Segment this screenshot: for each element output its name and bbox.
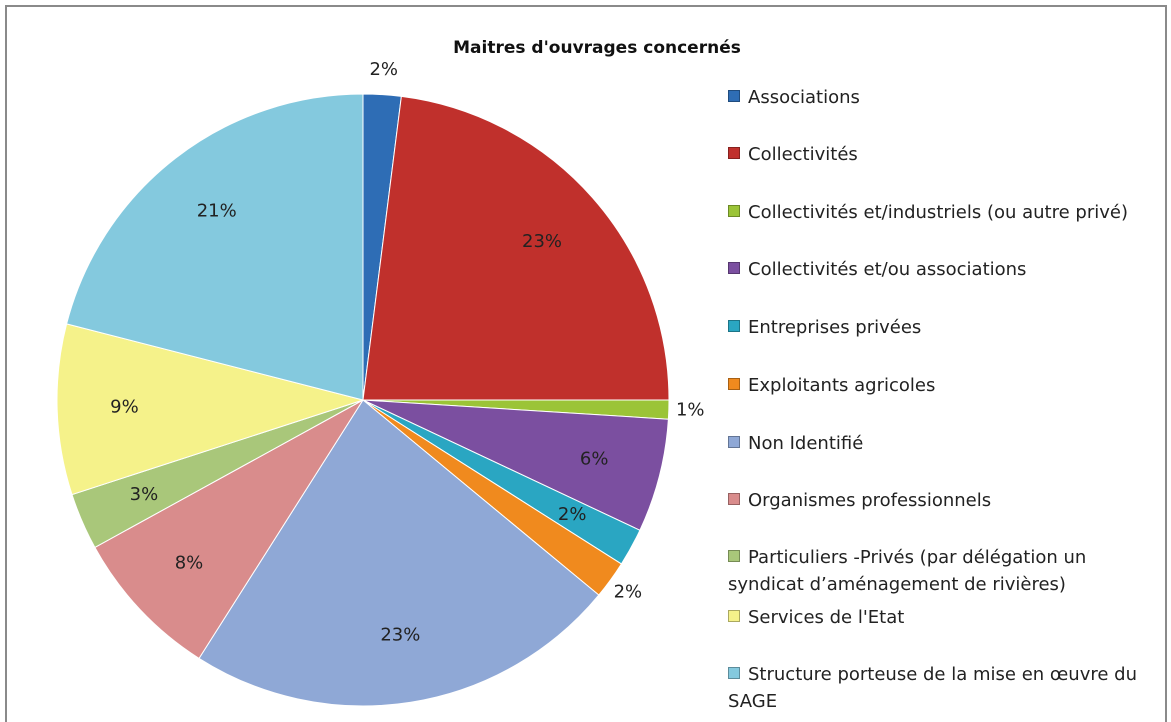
legend-swatch [728, 610, 740, 622]
legend-label: Collectivités et/industriels (ou autre p… [748, 202, 1128, 223]
legend-label: Collectivités [748, 144, 858, 165]
data-label: 2% [558, 504, 587, 525]
data-label: 6% [580, 448, 609, 469]
legend-label: Entreprises privées [748, 317, 922, 338]
legend-swatch [728, 378, 740, 390]
legend-item: Associations [728, 84, 1148, 111]
pie-slice [66, 93, 364, 401]
pie [56, 93, 670, 707]
legend-item: Non Identifié [728, 430, 1148, 457]
data-label: 23% [522, 231, 562, 252]
pie-slice [198, 399, 600, 707]
chart-title: Maitres d'ouvrages concernés [453, 38, 741, 58]
legend-swatch [728, 493, 740, 505]
legend-swatch [728, 320, 740, 332]
legend-swatch [728, 550, 740, 562]
legend-label: Associations [748, 87, 860, 108]
legend-swatch [728, 262, 740, 274]
legend-label: Exploitants agricoles [748, 375, 936, 396]
legend-swatch [728, 147, 740, 159]
legend-swatch [728, 667, 740, 679]
legend-swatch [728, 436, 740, 448]
data-label: 8% [175, 552, 204, 573]
legend-label: Organismes professionnels [748, 490, 992, 511]
pie-slice [56, 323, 365, 496]
legend-item: Exploitants agricoles [728, 372, 1148, 399]
data-label: 21% [197, 200, 237, 221]
legend-swatch [728, 90, 740, 102]
legend-label: Particuliers -Privés (par délégation un … [728, 547, 1087, 595]
legend-item: Particuliers -Privés (par délégation un … [728, 544, 1148, 598]
legend-label: Non Identifié [748, 433, 864, 454]
legend-item: Organismes professionnels [728, 487, 1148, 514]
legend-label: Collectivités et/ou associations [748, 259, 1027, 280]
pie-slice [362, 95, 670, 401]
pie-slice [94, 399, 364, 660]
legend-item: Collectivités et/industriels (ou autre p… [728, 199, 1148, 226]
data-label: 9% [110, 396, 139, 417]
legend-item: Collectivités et/ou associations [728, 256, 1148, 283]
legend-item: Structure porteuse de la mise en œuvre d… [728, 661, 1148, 715]
legend-swatch [728, 205, 740, 217]
legend-item: Entreprises privées [728, 314, 1148, 341]
data-label: 23% [380, 625, 420, 646]
data-label: 2% [614, 581, 643, 602]
data-label: 3% [130, 484, 159, 505]
data-label: 1% [676, 399, 705, 420]
legend-item: Services de l'Etat [728, 604, 1148, 631]
legend-item: Collectivités [728, 141, 1148, 168]
data-label: 2% [369, 59, 398, 80]
legend-label: Services de l'Etat [748, 607, 905, 628]
legend-label: Structure porteuse de la mise en œuvre d… [728, 664, 1138, 712]
